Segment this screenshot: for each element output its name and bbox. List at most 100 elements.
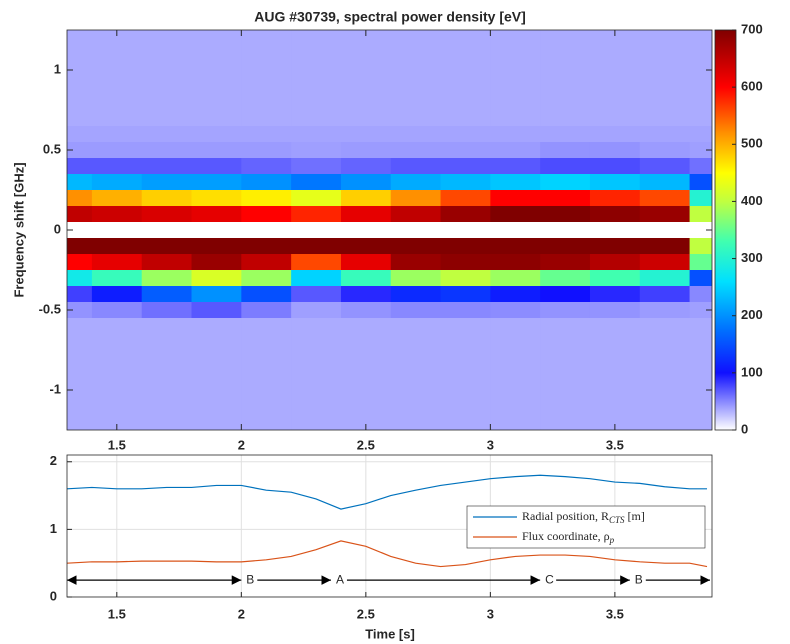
heat-cell: [141, 110, 193, 127]
heat-cell: [689, 126, 712, 143]
heat-cell: [589, 78, 641, 95]
heat-cell: [241, 206, 292, 223]
heat-cell: [241, 398, 292, 415]
heat-cell: [141, 142, 193, 159]
heat-cell: [340, 382, 392, 399]
heat-cell: [241, 286, 292, 303]
heat-cell: [440, 286, 491, 303]
x-tick-label: 2: [238, 437, 245, 452]
heat-cell: [440, 142, 491, 159]
heat-cell: [589, 190, 641, 207]
heat-cell: [291, 222, 342, 239]
heat-cell: [440, 350, 491, 367]
heat-cell: [540, 238, 591, 255]
heat-cell: [689, 78, 712, 95]
heat-cell: [291, 206, 342, 223]
heat-cell: [191, 62, 242, 79]
heat-cell: [440, 222, 491, 239]
heat-cell: [540, 206, 591, 223]
heat-cell: [639, 382, 691, 399]
heat-cell: [540, 142, 591, 159]
series-line: [67, 474, 708, 510]
heat-cell: [639, 174, 691, 191]
x-axis-label: Time [s]: [365, 626, 415, 641]
heat-cell: [241, 382, 292, 399]
heat-cell: [689, 94, 712, 111]
y-tick-label: -1: [49, 381, 61, 396]
y-tick-label: 1: [50, 521, 57, 536]
heat-cell: [191, 414, 242, 430]
heat-cell: [291, 286, 342, 303]
heat-cell: [141, 174, 193, 191]
heat-cell: [440, 318, 491, 335]
annotation: C: [545, 572, 554, 586]
heat-cell: [639, 222, 691, 239]
heat-cell: [440, 254, 491, 271]
x-tick-label: 1.5: [108, 437, 126, 452]
y-tick-label: 2: [50, 453, 57, 468]
heat-cell: [67, 126, 93, 143]
heat-cell: [91, 238, 143, 255]
heat-cell: [440, 46, 491, 63]
heat-cell: [91, 222, 143, 239]
heat-cell: [639, 238, 691, 255]
heat-cell: [340, 270, 392, 287]
heat-cell: [91, 254, 143, 271]
heat-cell: [490, 94, 541, 111]
heat-cell: [191, 46, 242, 63]
heat-cell: [340, 94, 392, 111]
heat-cell: [540, 30, 591, 47]
heat-cell: [490, 62, 541, 79]
heat-cell: [91, 46, 143, 63]
x-tick-label: 3.5: [606, 606, 624, 621]
heat-cell: [639, 318, 691, 335]
heat-cell: [91, 174, 143, 191]
heat-cell: [291, 62, 342, 79]
heat-cell: [67, 398, 93, 415]
heat-cell: [390, 414, 442, 430]
heat-cell: [540, 110, 591, 127]
heat-cell: [141, 190, 193, 207]
heat-cell: [390, 350, 442, 367]
heat-cell: [589, 238, 641, 255]
x-tick-label: 2: [238, 606, 245, 621]
heat-cell: [241, 350, 292, 367]
heat-cell: [540, 158, 591, 175]
heat-cell: [91, 94, 143, 111]
heat-cell: [689, 62, 712, 79]
heat-cell: [141, 222, 193, 239]
heat-cell: [540, 286, 591, 303]
heat-cell: [390, 238, 442, 255]
heat-cell: [141, 350, 193, 367]
heat-cell: [390, 398, 442, 415]
heat-cell: [91, 366, 143, 383]
heat-cell: [639, 254, 691, 271]
heat-cell: [390, 190, 442, 207]
heat-cell: [440, 382, 491, 399]
heat-cell: [67, 30, 93, 47]
heat-cell: [689, 254, 712, 271]
heat-cell: [490, 382, 541, 399]
heat-cell: [540, 350, 591, 367]
heat-cell: [340, 318, 392, 335]
heat-cell: [589, 366, 641, 383]
heat-cell: [490, 238, 541, 255]
heat-cell: [589, 398, 641, 415]
colorbar-tick-label: 200: [741, 307, 763, 322]
heat-cell: [589, 62, 641, 79]
heat-cell: [91, 382, 143, 399]
heat-cell: [241, 158, 292, 175]
heat-cell: [67, 142, 93, 159]
heat-cell: [340, 142, 392, 159]
heat-cell: [490, 206, 541, 223]
heat-cell: [639, 366, 691, 383]
x-tick-label: 2.5: [357, 437, 375, 452]
x-tick-label: 3.5: [606, 437, 624, 452]
heat-cell: [589, 414, 641, 430]
heat-cell: [639, 206, 691, 223]
heat-cell: [390, 94, 442, 111]
heat-cell: [440, 398, 491, 415]
heatmap: [67, 30, 712, 430]
heat-cell: [540, 366, 591, 383]
legend-label: Flux coordinate, ρp: [522, 529, 615, 545]
